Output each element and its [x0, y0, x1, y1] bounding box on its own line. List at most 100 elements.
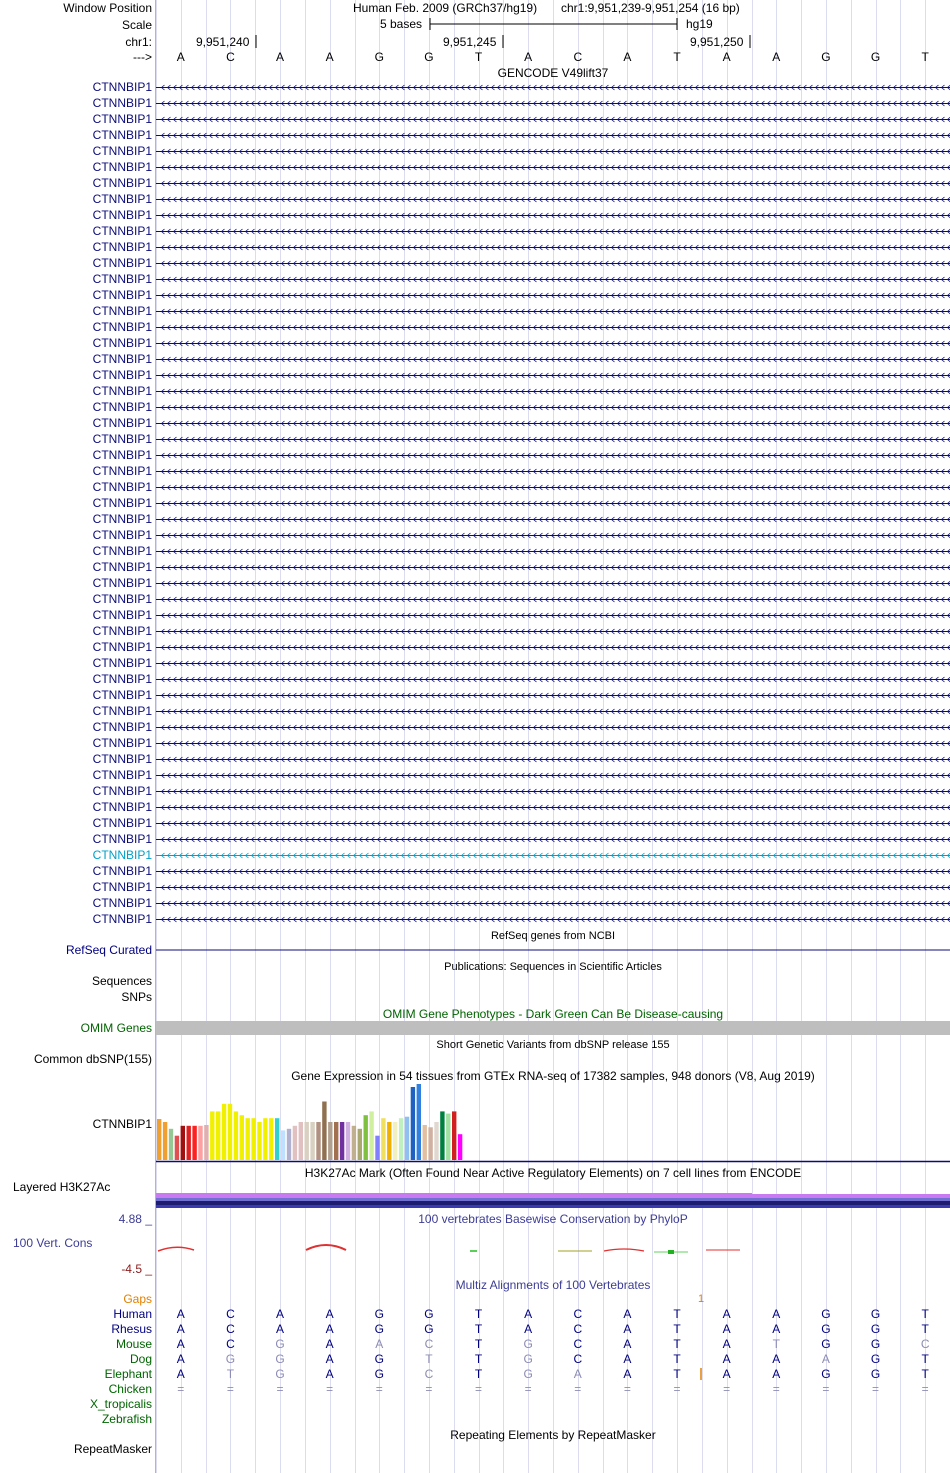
aligned-base: = — [673, 1382, 681, 1396]
gencode-transcript-label[interactable]: CTNNBIP1 — [92, 608, 152, 622]
gencode-transcript-label[interactable]: CTNNBIP1 — [92, 448, 152, 462]
cons-label[interactable]: 100 Vert. Cons — [13, 1236, 93, 1250]
base-grid-lines — [156, 0, 926, 1473]
gencode-transcript-label[interactable]: CTNNBIP1 — [92, 160, 152, 174]
sequence-base: G — [821, 50, 831, 64]
gencode-transcript-label[interactable]: CTNNBIP1 — [92, 480, 152, 494]
gencode-transcript-label[interactable]: CTNNBIP1 — [92, 896, 152, 910]
gencode-transcript-label[interactable]: CTNNBIP1 — [92, 688, 152, 702]
aligned-base: A — [772, 1307, 781, 1321]
aligned-base: G — [225, 1352, 236, 1366]
strand-arrows — [160, 372, 950, 379]
aligned-base: A — [623, 1307, 632, 1321]
omim-label[interactable]: OMIM Genes — [80, 1021, 152, 1035]
aligned-base: G — [424, 1307, 434, 1321]
species-label[interactable]: Mouse — [115, 1337, 152, 1351]
gencode-transcript-label[interactable]: CTNNBIP1 — [92, 848, 152, 862]
gencode-transcript-label[interactable]: CTNNBIP1 — [92, 544, 152, 558]
gencode-transcript-label[interactable]: CTNNBIP1 — [92, 368, 152, 382]
gencode-transcript-label[interactable]: CTNNBIP1 — [92, 560, 152, 574]
aligned-base: = — [872, 1382, 880, 1396]
refseq-label[interactable]: RefSeq Curated — [65, 943, 152, 957]
gencode-transcript-label[interactable]: CTNNBIP1 — [92, 816, 152, 830]
sequence-base: G — [424, 50, 434, 64]
gencode-transcript-label[interactable]: CTNNBIP1 — [92, 592, 152, 606]
gencode-transcript-label[interactable]: CTNNBIP1 — [92, 720, 152, 734]
gencode-transcript-label[interactable]: CTNNBIP1 — [92, 912, 152, 926]
aligned-base: G — [523, 1367, 533, 1381]
gencode-transcript-label[interactable]: CTNNBIP1 — [92, 496, 152, 510]
aligned-base: A — [325, 1352, 334, 1366]
gencode-transcript-label[interactable]: CTNNBIP1 — [92, 256, 152, 270]
gencode-transcript-label[interactable]: CTNNBIP1 — [92, 704, 152, 718]
species-label[interactable]: Zebrafish — [101, 1412, 152, 1426]
gencode-transcript-label[interactable]: CTNNBIP1 — [92, 352, 152, 366]
h3k27ac-label[interactable]: Layered H3K27Ac — [13, 1180, 111, 1194]
gencode-transcript-label[interactable]: CTNNBIP1 — [92, 336, 152, 350]
dbsnp-label[interactable]: Common dbSNP(155) — [33, 1052, 152, 1066]
chrom-label: chr1: — [125, 35, 152, 49]
gencode-transcript-label[interactable]: CTNNBIP1 — [92, 80, 152, 94]
species-label[interactable]: Chicken — [108, 1382, 152, 1396]
strand-arrows — [160, 580, 950, 587]
gencode-transcript-label[interactable]: CTNNBIP1 — [92, 672, 152, 686]
aligned-base: = — [822, 1382, 830, 1396]
gencode-transcript-label[interactable]: CTNNBIP1 — [92, 640, 152, 654]
species-label[interactable]: Dog — [129, 1352, 152, 1366]
strand-arrows — [160, 244, 950, 251]
gencode-transcript-label[interactable]: CTNNBIP1 — [92, 880, 152, 894]
gencode-transcript-label[interactable]: CTNNBIP1 — [92, 752, 152, 766]
species-label[interactable]: Elephant — [104, 1367, 152, 1381]
gencode-transcript-label[interactable]: CTNNBIP1 — [92, 528, 152, 542]
gencode-transcript-label[interactable]: CTNNBIP1 — [92, 96, 152, 110]
gencode-transcript-label[interactable]: CTNNBIP1 — [92, 624, 152, 638]
gencode-transcript-label[interactable]: CTNNBIP1 — [92, 320, 152, 334]
gencode-transcript-label[interactable]: CTNNBIP1 — [92, 656, 152, 670]
gtex-tissue-bar — [221, 1103, 227, 1160]
sequence-base: A — [722, 50, 731, 64]
gencode-transcript-label[interactable]: CTNNBIP1 — [92, 800, 152, 814]
gencode-transcript-label[interactable]: CTNNBIP1 — [92, 512, 152, 526]
gencode-transcript-label[interactable]: CTNNBIP1 — [92, 272, 152, 286]
gencode-transcript-label[interactable]: CTNNBIP1 — [92, 288, 152, 302]
gencode-transcript-label[interactable]: CTNNBIP1 — [92, 176, 152, 190]
gencode-transcript-label[interactable]: CTNNBIP1 — [92, 224, 152, 238]
publications-label-snps[interactable]: SNPs — [121, 990, 152, 1004]
gencode-transcript-label[interactable]: CTNNBIP1 — [92, 112, 152, 126]
phylop-signal[interactable] — [157, 1244, 740, 1254]
gencode-transcript-label[interactable]: CTNNBIP1 — [92, 464, 152, 478]
gencode-transcript-label[interactable]: CTNNBIP1 — [92, 400, 152, 414]
gencode-transcript-label[interactable]: CTNNBIP1 — [92, 864, 152, 878]
species-label[interactable]: X_tropicalis — [89, 1397, 152, 1411]
strand-arrows — [160, 436, 950, 443]
gaps-label[interactable]: Gaps — [123, 1292, 152, 1306]
gencode-transcript-label[interactable]: CTNNBIP1 — [92, 784, 152, 798]
gencode-transcript-label[interactable]: CTNNBIP1 — [92, 192, 152, 206]
gtex-tissue-bar — [180, 1125, 185, 1160]
repeatmasker-label[interactable]: RepeatMasker — [73, 1442, 152, 1456]
gencode-transcript-label[interactable]: CTNNBIP1 — [92, 832, 152, 846]
publications-label-sequences[interactable]: Sequences — [91, 974, 152, 988]
gtex-bar-chart[interactable] — [157, 1084, 463, 1160]
gencode-transcript-label[interactable]: CTNNBIP1 — [92, 768, 152, 782]
strand-arrows — [160, 276, 950, 283]
gtex-label[interactable]: CTNNBIP1 — [92, 1117, 152, 1131]
gencode-transcript-label[interactable]: CTNNBIP1 — [92, 736, 152, 750]
omim-gene-bar[interactable] — [156, 1021, 950, 1035]
gencode-transcript-label[interactable]: CTNNBIP1 — [92, 304, 152, 318]
gencode-transcript-label[interactable]: CTNNBIP1 — [92, 416, 152, 430]
gencode-transcript-label[interactable]: CTNNBIP1 — [92, 240, 152, 254]
species-label[interactable]: Human — [113, 1307, 152, 1321]
species-label[interactable]: Rhesus — [111, 1322, 152, 1336]
gencode-transcript-label[interactable]: CTNNBIP1 — [92, 128, 152, 142]
gencode-transcripts[interactable] — [156, 84, 950, 923]
sequence-base: G — [870, 50, 881, 64]
h3k27ac-signal[interactable] — [156, 1193, 950, 1208]
aligned-base: A — [524, 1322, 533, 1336]
gencode-transcript-label[interactable]: CTNNBIP1 — [92, 432, 152, 446]
gencode-transcript-label[interactable]: CTNNBIP1 — [92, 576, 152, 590]
gencode-transcript-label[interactable]: CTNNBIP1 — [92, 144, 152, 158]
gencode-transcript-label[interactable]: CTNNBIP1 — [92, 208, 152, 222]
gencode-transcript-label[interactable]: CTNNBIP1 — [92, 384, 152, 398]
